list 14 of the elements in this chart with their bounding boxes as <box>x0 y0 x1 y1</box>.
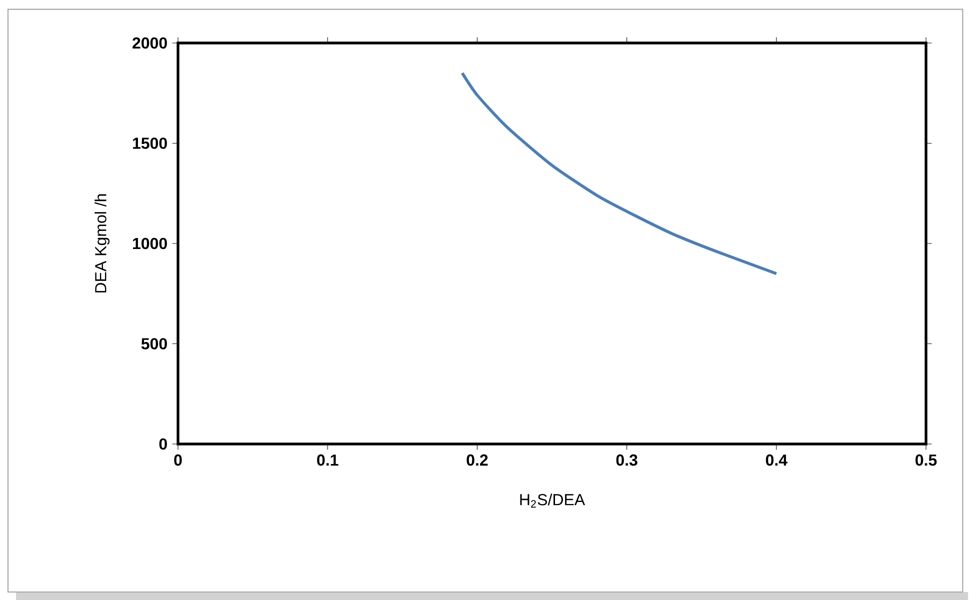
x-tick-label: 0 <box>174 454 182 466</box>
x-tick-label: 0.2 <box>466 454 488 466</box>
x-tick-label: 0.3 <box>616 454 638 466</box>
x-tick-label: 0.5 <box>916 454 937 466</box>
x-tick-label: 0.1 <box>317 454 338 466</box>
line-series <box>460 72 778 276</box>
y-tick-label: 2000 <box>132 37 167 49</box>
y-tick-label: 1000 <box>133 238 167 250</box>
y-tick-label: 1500 <box>133 138 167 149</box>
y-tick-label: 500 <box>141 338 167 350</box>
y-tick-label: 0 <box>159 438 167 450</box>
x-tick-label: 0.4 <box>766 454 788 466</box>
x-axis-title: H$_{2}$S/DEA <box>520 494 586 508</box>
y-axis-title: DEA Kgmol /h <box>94 194 110 292</box>
